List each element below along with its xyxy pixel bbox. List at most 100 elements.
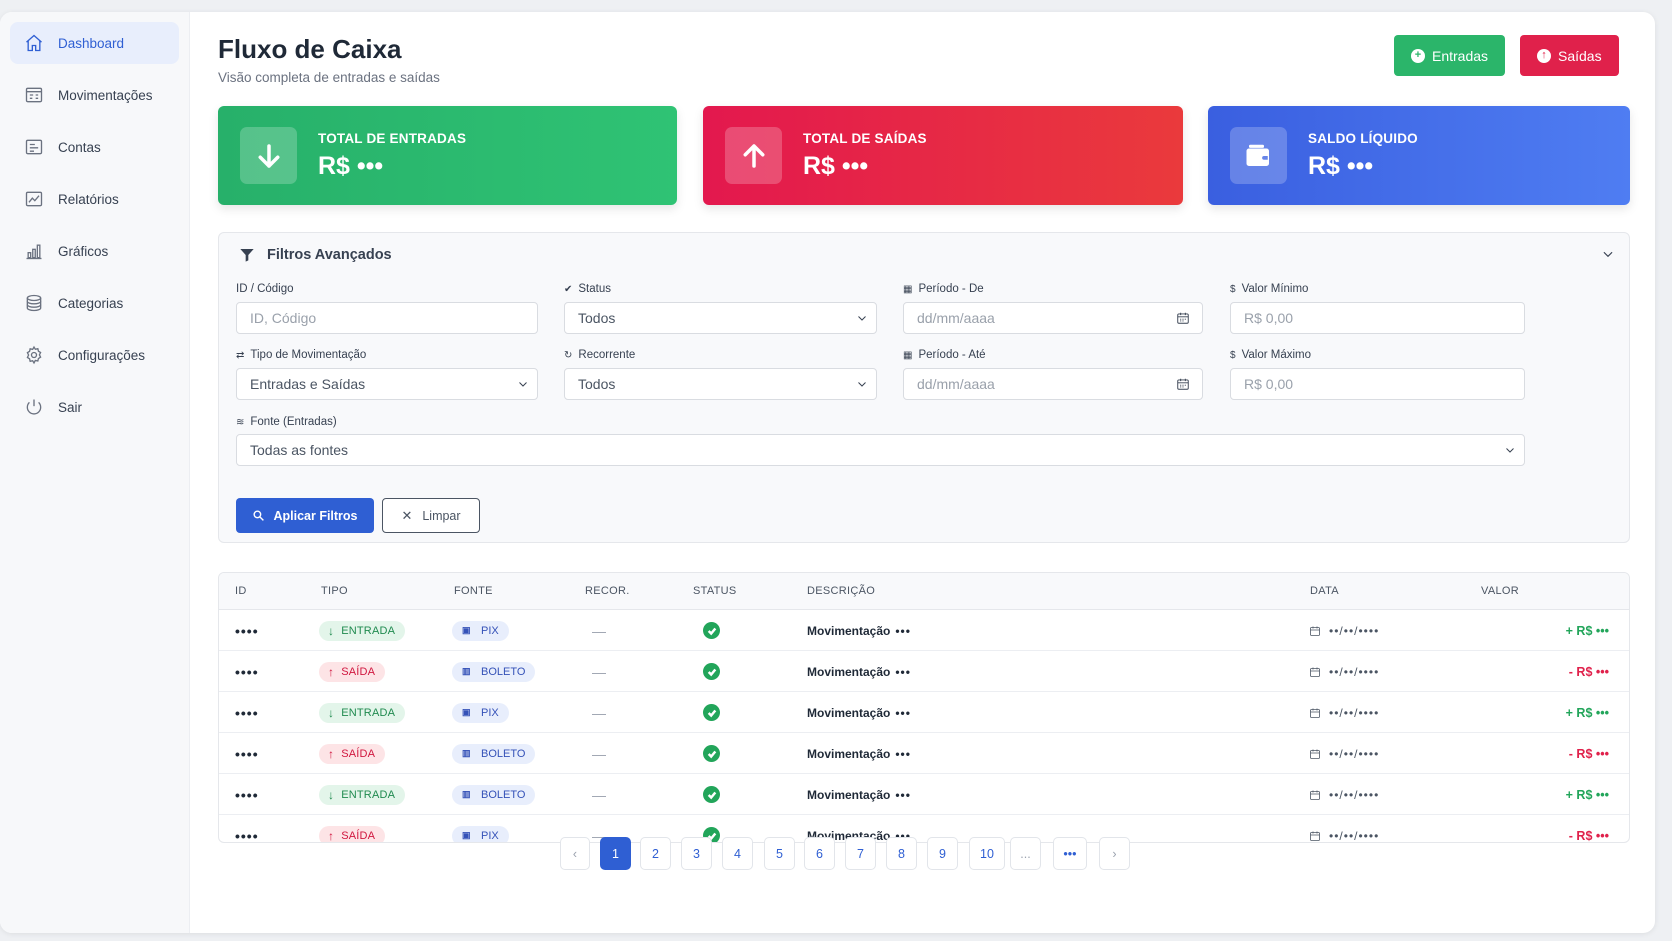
chevron-down-icon[interactable] xyxy=(1601,247,1615,261)
entradas-button[interactable]: + Entradas xyxy=(1394,35,1506,76)
tipo-select[interactable]: Entradas e Saídas xyxy=(236,368,538,400)
table-row[interactable]: •••• ↑ SAÍDA ▣ PIX — Movimentação ••• ••/••/••••… xyxy=(219,815,1629,843)
card-value: R$ ••• xyxy=(318,152,384,180)
home-icon xyxy=(26,34,42,52)
fonte-badge-label: PIX xyxy=(481,706,499,719)
pagination-next-button[interactable]: › xyxy=(1099,837,1130,870)
row-recorrente: — xyxy=(592,704,606,721)
tipo-badge-label: SAÍDA xyxy=(341,665,376,678)
filters-header[interactable]: Filtros Avançados xyxy=(239,247,392,263)
sidebar-item-label: Categorias xyxy=(58,295,124,311)
filter-icon xyxy=(240,249,254,262)
id-input[interactable]: ID, Código xyxy=(236,302,538,334)
column-header-descricao[interactable]: DESCRIÇÃO xyxy=(807,585,876,597)
pagination-page-9[interactable]: 9 xyxy=(927,837,958,870)
apply-filters-label: Aplicar Filtros xyxy=(273,508,358,523)
entradas-button-label: Entradas xyxy=(1432,47,1489,64)
pagination-ellipsis[interactable]: ... xyxy=(1010,837,1041,870)
sidebar-item-movimentacoes[interactable]: Movimentações xyxy=(10,74,179,116)
column-header-fonte[interactable]: FONTE xyxy=(454,585,493,597)
data-text: ••/••/•••• xyxy=(1329,746,1380,761)
accounts-icon xyxy=(25,139,43,155)
table-row[interactable]: •••• ↑ SAÍDA ▥ BOLETO — Movimentação ••• ••/••/•… xyxy=(219,651,1629,692)
sidebar-item-graficos[interactable]: Gráficos xyxy=(10,230,179,272)
row-valor: + R$ ••• xyxy=(1565,787,1609,802)
arrow-down-icon: ↓ xyxy=(328,705,335,720)
pagination-page-10[interactable]: 10 xyxy=(969,837,1005,870)
recorrente-label-text: Recorrente xyxy=(578,349,636,361)
recorrente-select-value: Todos xyxy=(578,376,616,392)
valor-max-input[interactable]: R$ 0,00 xyxy=(1230,368,1525,400)
periodo-de-input[interactable]: dd/mm/aaaa xyxy=(903,302,1203,334)
table-row[interactable]: •••• ↑ SAÍDA ▥ BOLETO — Movimentação ••• ••/••/•… xyxy=(219,733,1629,774)
row-data: ••/••/•••• xyxy=(1309,692,1379,733)
sidebar-item-contas[interactable]: Contas xyxy=(10,126,179,168)
descricao-text: Movimentação xyxy=(807,746,891,761)
barcode-icon: ▥ xyxy=(462,748,471,758)
arrow-up-icon: ↑ xyxy=(328,746,335,761)
saidas-button[interactable]: ↑ Saídas xyxy=(1520,35,1619,76)
card-icon-box xyxy=(725,127,782,184)
calendar-icon[interactable] xyxy=(1176,311,1190,325)
status-select[interactable]: Todos xyxy=(564,302,877,334)
refresh-icon: ↻ xyxy=(564,349,573,361)
check-circle-icon xyxy=(703,704,720,721)
row-fonte: ▥ BOLETO xyxy=(452,774,536,815)
sidebar-item-sair[interactable]: Sair xyxy=(10,386,179,428)
pagination-more-button[interactable]: ••• xyxy=(1053,837,1087,870)
pagination-page-2[interactable]: 2 xyxy=(640,837,671,870)
data-text: ••/••/•••• xyxy=(1329,828,1380,843)
sidebar-item-label: Gráficos xyxy=(58,243,109,259)
clear-filters-button[interactable]: ✕ Limpar xyxy=(382,498,480,533)
sidebar-item-configuracoes[interactable]: Configurações xyxy=(10,334,179,376)
pagination-page-1[interactable]: 1 xyxy=(600,837,631,870)
column-header-valor[interactable]: VALOR xyxy=(1481,585,1519,597)
fonte-select[interactable]: Todas as fontes xyxy=(236,434,1525,466)
chevron-down-icon xyxy=(519,382,527,387)
data-text: ••/••/•••• xyxy=(1329,705,1380,720)
calendar-icon[interactable] xyxy=(1176,377,1190,391)
sidebar-item-categorias[interactable]: Categorias xyxy=(10,282,179,324)
row-recorrente: — xyxy=(592,622,606,639)
calendar-icon: ▦ xyxy=(903,283,913,295)
column-header-status[interactable]: STATUS xyxy=(693,585,737,597)
pagination-page-4[interactable]: 4 xyxy=(722,837,753,870)
bar-chart-icon xyxy=(26,244,42,260)
row-descricao: Movimentação ••• xyxy=(807,733,911,774)
pagination-page-6[interactable]: 6 xyxy=(804,837,835,870)
column-header-id[interactable]: ID xyxy=(235,585,247,597)
row-data: ••/••/•••• xyxy=(1309,651,1379,692)
chevron-down-icon xyxy=(858,316,866,321)
card-label: TOTAL DE ENTRADAS xyxy=(318,131,467,146)
valor-max-placeholder: R$ 0,00 xyxy=(1244,376,1294,392)
column-header-recor[interactable]: RECOR. xyxy=(585,585,630,597)
apply-filters-button[interactable]: Aplicar Filtros xyxy=(236,498,374,533)
pagination-page-5[interactable]: 5 xyxy=(764,837,795,870)
fonte-badge: ▣ PIX xyxy=(452,620,509,641)
valor-min-input[interactable]: R$ 0,00 xyxy=(1230,302,1525,334)
pagination-page-7[interactable]: 7 xyxy=(845,837,876,870)
fonte-badge-label: BOLETO xyxy=(481,788,526,801)
column-header-tipo[interactable]: TIPO xyxy=(321,585,348,597)
barcode-icon: ▥ xyxy=(462,789,471,799)
pagination-prev-button[interactable]: ‹ xyxy=(560,837,590,870)
arrow-up-icon: ↑ xyxy=(328,828,335,843)
fonte-badge: ▣ PIX xyxy=(452,825,509,842)
recorrente-select[interactable]: Todos xyxy=(564,368,877,400)
qr-code-icon: ▣ xyxy=(462,707,471,717)
column-header-data[interactable]: DATA xyxy=(1310,585,1339,597)
sidebar-item-relatorios[interactable]: Relatórios xyxy=(10,178,179,220)
sidebar-item-dashboard[interactable]: Dashboard xyxy=(10,22,179,64)
pagination-page-3[interactable]: 3 xyxy=(681,837,712,870)
row-status xyxy=(703,610,720,651)
calendar-icon xyxy=(1310,831,1320,841)
valor-max-label-text: Valor Máximo xyxy=(1241,349,1312,361)
table-row[interactable]: •••• ↓ ENTRADA ▥ BOLETO — Movimentação ••• ••/••… xyxy=(219,774,1629,815)
arrow-up-circle-icon: ↑ xyxy=(1537,48,1551,63)
check-circle-icon xyxy=(703,786,720,803)
periodo-ate-input[interactable]: dd/mm/aaaa xyxy=(903,368,1203,400)
pagination-page-8[interactable]: 8 xyxy=(886,837,917,870)
table-row[interactable]: •••• ↓ ENTRADA ▣ PIX — Movimentação ••• ••/••/••… xyxy=(219,610,1629,651)
valor-max-label: $ Valor Máximo xyxy=(1230,349,1311,361)
table-row[interactable]: •••• ↓ ENTRADA ▣ PIX — Movimentação ••• ••/••/••… xyxy=(219,692,1629,733)
